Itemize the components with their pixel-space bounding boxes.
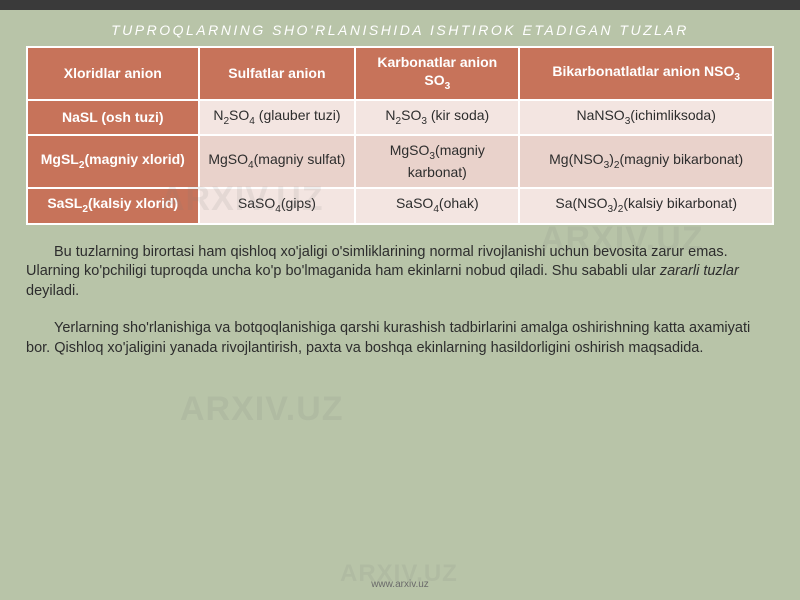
table-column-header: Sulfatlar anion bbox=[199, 47, 356, 100]
footer-url: www.arxiv.uz bbox=[0, 579, 800, 590]
table-body: NaSL (osh tuzi)N2SO4 (glauber tuzi)N2SO3… bbox=[27, 100, 773, 224]
table-cell: N2SO3 (kir soda) bbox=[355, 100, 519, 135]
table-cell: N2SO4 (glauber tuzi) bbox=[199, 100, 356, 135]
paragraph-2-text: Yerlarning sho'rlanishiga va botqoqlanis… bbox=[26, 320, 750, 356]
table-cell: Mg(NSO3)2(magniy bikarbonat) bbox=[519, 135, 773, 188]
table-row-header: NaSL (osh tuzi) bbox=[27, 100, 199, 135]
table-column-header: Bikarbonatlatlar anion NSO3 bbox=[519, 47, 773, 100]
paragraph-1: Bu tuzlarning birortasi ham qishloq xo'j… bbox=[26, 243, 774, 302]
table-row-header: MgSL2(magniy xlorid) bbox=[27, 135, 199, 188]
table-head: Xloridlar anionSulfatlar anionKarbonatla… bbox=[27, 47, 773, 100]
slide-content: TUPROQLARNING SHO'RLANISHIDA ISHTIROK ET… bbox=[0, 0, 800, 368]
table-column-header: Xloridlar anion bbox=[27, 47, 199, 100]
table-cell: MgSO4(magniy sulfat) bbox=[199, 135, 356, 188]
table-header-row: Xloridlar anionSulfatlar anionKarbonatla… bbox=[27, 47, 773, 100]
table-cell: NaNSO3(ichimliksoda) bbox=[519, 100, 773, 135]
table-row: MgSL2(magniy xlorid)MgSO4(magniy sulfat)… bbox=[27, 135, 773, 188]
table-row-header: SaSL2(kalsiy xlorid) bbox=[27, 188, 199, 223]
paragraph-2: Yerlarning sho'rlanishiga va botqoqlanis… bbox=[26, 319, 774, 358]
table-cell: Sa(NSO3)2(kalsiy bikarbonat) bbox=[519, 188, 773, 223]
table-cell: SaSO4(gips) bbox=[199, 188, 356, 223]
slide-title: TUPROQLARNING SHO'RLANISHIDA ISHTIROK ET… bbox=[26, 22, 774, 38]
table-column-header: Karbonatlar anion SO3 bbox=[355, 47, 519, 100]
watermark: ARXIV.UZ bbox=[180, 390, 344, 429]
table-row: SaSL2(kalsiy xlorid)SaSO4(gips)SaSO4(oha… bbox=[27, 188, 773, 223]
table-cell: MgSO3(magniy karbonat) bbox=[355, 135, 519, 188]
table-row: NaSL (osh tuzi)N2SO4 (glauber tuzi)N2SO3… bbox=[27, 100, 773, 135]
paragraph-1-text: Bu tuzlarning birortasi ham qishloq xo'j… bbox=[26, 244, 739, 299]
salts-table: Xloridlar anionSulfatlar anionKarbonatla… bbox=[26, 46, 774, 225]
accent-bar bbox=[0, 0, 800, 10]
table-cell: SaSO4(ohak) bbox=[355, 188, 519, 223]
